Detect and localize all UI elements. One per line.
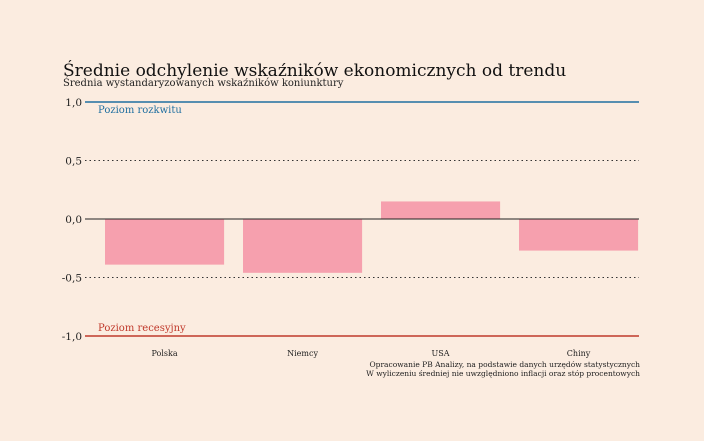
reference-label-boom: Poziom rozkwitu (98, 105, 182, 116)
source-note: Opracowanie PB Analizy, na podstawie dan… (366, 360, 640, 378)
bar-niemcy (243, 219, 363, 273)
y-tick-label: 0,5 (65, 156, 82, 168)
y-tick-label: 1,0 (65, 97, 82, 109)
x-tick-label: Chiny (567, 349, 591, 358)
chart-title: Średnie odchylenie wskaźników ekonomiczn… (63, 61, 567, 81)
source-line-1: Opracowanie PB Analizy, na podstawie dan… (369, 360, 640, 369)
y-tick-label: 0,0 (65, 214, 82, 226)
x-tick-label: Polska (151, 349, 177, 358)
reference-lines-layer: Poziom rozkwitu Poziom recesyjny (85, 101, 639, 337)
y-tick-label: -0,5 (62, 273, 82, 285)
x-tick-label: USA (432, 349, 450, 358)
bar-usa (381, 201, 501, 219)
chart-subtitle: Średnia wystandaryzowanych wskaźników ko… (63, 78, 344, 89)
bar-chiny (519, 219, 639, 251)
bar-polska (105, 219, 225, 265)
y-tick-label: -1,0 (62, 331, 82, 343)
source-line-2: W wyliczeniu średniej nie uwzględniono i… (366, 369, 640, 378)
reference-label-recession: Poziom recesyjny (98, 323, 186, 334)
x-tick-label: Niemcy (287, 349, 318, 358)
axis-layer: 1,0 0,5 0,0 -0,5 -1,0 Polska Niemcy USA Chiny (62, 97, 639, 358)
bars-layer (105, 201, 639, 273)
